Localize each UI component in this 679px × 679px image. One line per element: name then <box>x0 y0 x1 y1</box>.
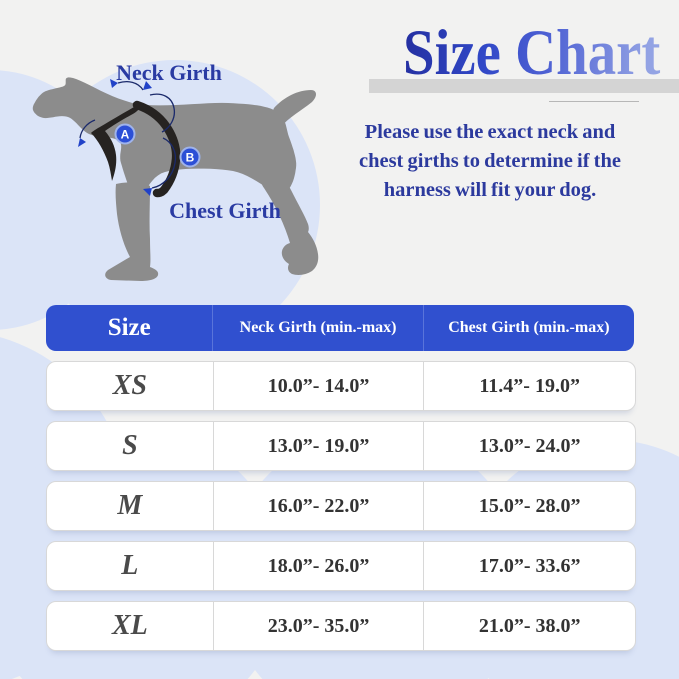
svg-text:Neck Girth: Neck Girth <box>116 60 222 85</box>
svg-text:A: A <box>121 128 130 142</box>
svg-text:Chest Girth: Chest Girth <box>169 198 281 223</box>
svg-text:B: B <box>186 151 195 165</box>
